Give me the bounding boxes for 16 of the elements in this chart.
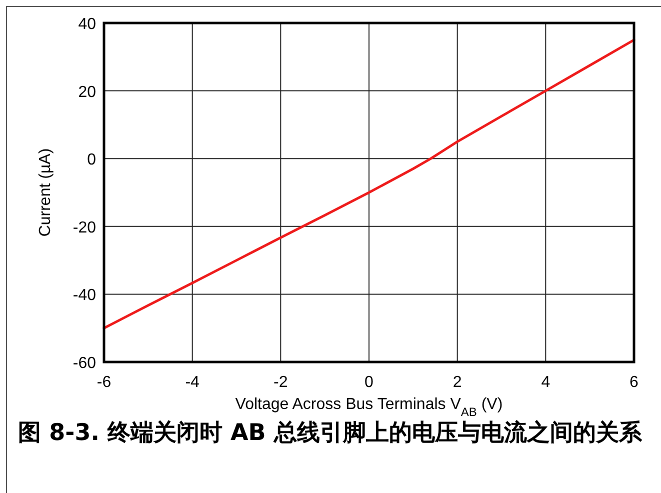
ytick: 20 bbox=[78, 84, 96, 101]
ytick: -20 bbox=[72, 219, 96, 236]
ytick: -60 bbox=[72, 355, 96, 372]
title: 图 8-3. 终端关闭时 AB 总线引脚上的电压与电流之间的关系 bbox=[17, 419, 643, 448]
xtick: 2 bbox=[452, 374, 462, 391]
xlabel: Voltage Across Bus Terminals V$_{AB}$ (V) bbox=[235, 396, 503, 419]
xtick: 6 bbox=[630, 374, 638, 391]
xtick: 4 bbox=[541, 374, 550, 391]
ytick: 0 bbox=[87, 152, 96, 169]
ylabel: Current (µA) bbox=[37, 148, 54, 237]
xtick: -4 bbox=[185, 374, 200, 391]
xtick: -2 bbox=[274, 374, 288, 391]
xtick: -6 bbox=[96, 374, 112, 391]
xtick: 0 bbox=[364, 374, 374, 391]
ytick: 40 bbox=[78, 16, 96, 33]
ytick: -40 bbox=[72, 287, 96, 304]
